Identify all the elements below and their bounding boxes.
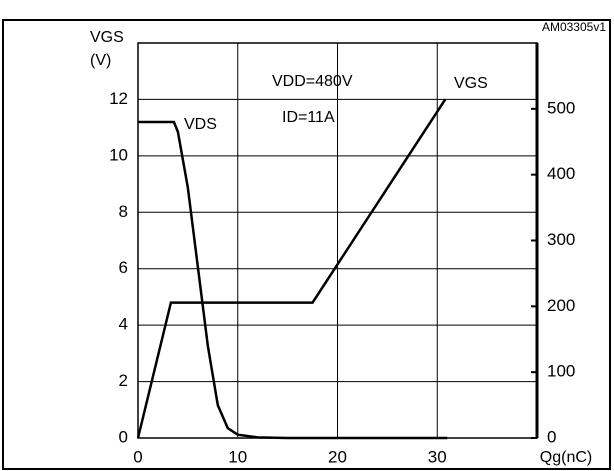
x-tick-label: 10	[228, 447, 247, 466]
annotation: ID=11A	[282, 109, 335, 126]
y2-tick-label: 300	[547, 230, 575, 249]
x-tick-label: 0	[133, 447, 142, 466]
series-label: VGS	[454, 75, 488, 92]
y-tick-label: 12	[109, 89, 128, 108]
y2-tick-label: 200	[547, 296, 575, 315]
y-axis-label: VGS	[90, 29, 124, 46]
y-tick-label: 4	[119, 315, 128, 334]
x-tick-label: 20	[328, 447, 347, 466]
x-axis-label: Qg(nC)	[540, 449, 592, 466]
figure-frame	[2, 19, 611, 470]
y-tick-label: 10	[109, 145, 128, 164]
y2-tick-label: 500	[547, 98, 575, 117]
y-axis-unit: (V)	[90, 52, 111, 69]
y-tick-label: 2	[119, 371, 128, 390]
figure-code: AM03305v1	[542, 20, 606, 34]
series-label: VDS	[184, 116, 217, 133]
annotation: VDD=480V	[272, 73, 353, 90]
y-tick-label: 0	[119, 427, 128, 446]
y-tick-label: 6	[119, 258, 128, 277]
y-tick-label: 8	[119, 202, 128, 221]
y2-tick-label: 100	[547, 362, 575, 381]
series-line	[136, 98, 447, 439]
x-tick-label: 30	[428, 447, 447, 466]
y2-tick-label: 0	[547, 427, 556, 446]
series-line	[138, 120, 448, 440]
y2-tick-label: 400	[547, 164, 575, 183]
